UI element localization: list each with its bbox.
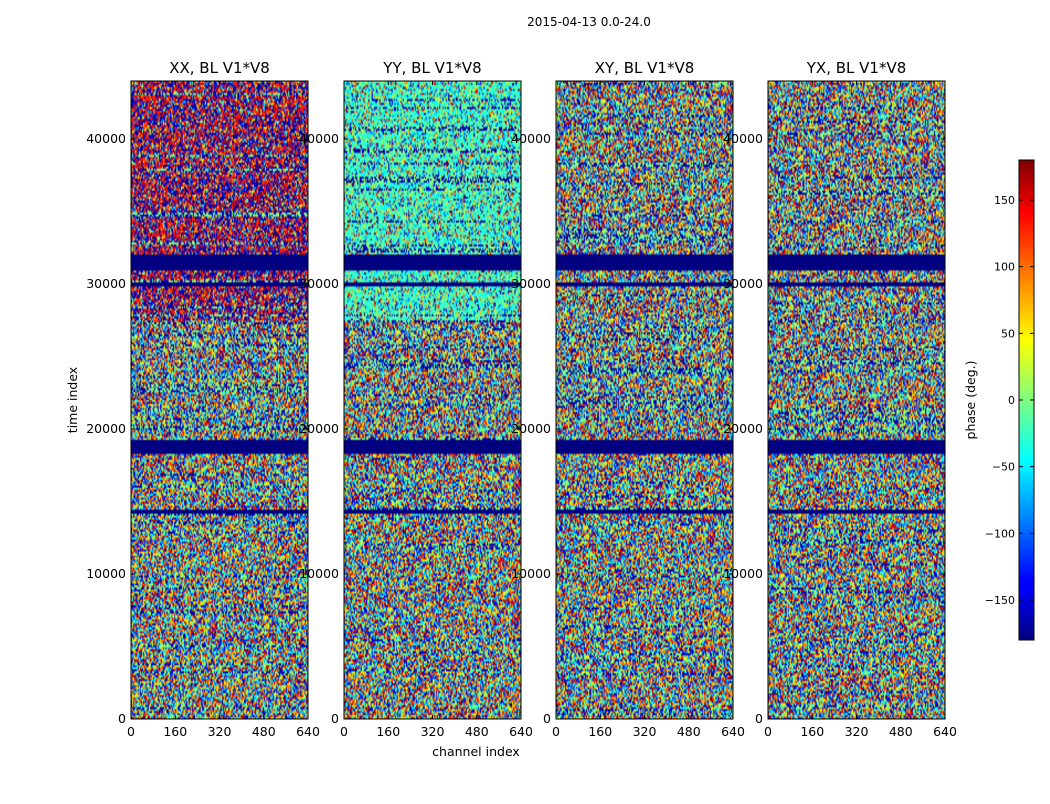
y-tick-label: 0 [755,711,763,726]
heatmap-image [556,81,733,719]
x-tick-label: 0 [340,724,348,739]
colorbar-tick-label: 150 [994,194,1015,207]
y-tick-label: 20000 [86,421,126,436]
panel-title: XX, BL V1*V8 [169,59,270,77]
x-tick-label: 640 [933,724,957,739]
colorbar-tick-label: 0 [1008,394,1015,407]
y-tick-label: 30000 [723,276,763,291]
panel-1: XX, BL V1*V8 0 160 320 480 640 0 10000 20000 3000… [86,59,320,739]
y-tick-label: 30000 [86,276,126,291]
colorbar-label: phase (deg.) [963,361,978,440]
y-tick-label: 0 [118,711,126,726]
x-tick-label: 320 [845,724,869,739]
y-tick-label: 10000 [299,566,339,581]
x-tick-label: 160 [800,724,824,739]
x-tick-label: 480 [677,724,701,739]
x-tick-label: 160 [588,724,612,739]
y-tick-label: 20000 [511,421,551,436]
x-tick-label: 480 [889,724,913,739]
colorbar-tick-label: 50 [1001,327,1015,340]
y-tick-label: 40000 [86,131,126,146]
y-tick-label: 30000 [299,276,339,291]
x-tick-label: 320 [208,724,232,739]
x-tick-label: 160 [163,724,187,739]
y-tick-label: 10000 [723,566,763,581]
x-axis-label: channel index [432,744,520,759]
x-tick-label: 0 [127,724,135,739]
y-tick-label: 20000 [723,421,763,436]
x-tick-label: 320 [633,724,657,739]
y-tick-label: 30000 [511,276,551,291]
colorbar: −150 −100 −50 0 50 100 150 phase (deg.) [963,159,1035,641]
x-tick-label: 640 [721,724,745,739]
y-tick-label: 10000 [511,566,551,581]
colorbar-ticks: −150 −100 −50 0 50 100 150 [985,194,1034,607]
panel-4: YX, BL V1*V8 0 160 320 480 640 0 10000 20000 3000… [723,59,957,739]
y-tick-label: 20000 [299,421,339,436]
x-tick-label: 480 [252,724,276,739]
panel-title: YY, BL V1*V8 [382,59,481,77]
y-tick-label: 0 [331,711,339,726]
panel-3: XY, BL V1*V8 0 160 320 480 640 0 10000 20000 3000… [511,59,745,739]
y-axis-label: time index [65,367,80,433]
figure-title: 2015-04-13 0.0-24.0 [527,15,651,29]
colorbar-tick-label: 100 [994,261,1015,274]
heatmap-image [768,81,945,719]
panel-2: YY, BL V1*V8 0 160 320 480 640 0 10000 20000 3000… [299,59,533,739]
x-tick-label: 160 [376,724,400,739]
colorbar-tick-label: −150 [985,594,1015,607]
y-tick-label: 0 [543,711,551,726]
y-tick-label: 10000 [86,566,126,581]
panels: XX, BL V1*V8 0 160 320 480 640 0 10000 20000 3000… [86,59,957,739]
colorbar-tick-label: −100 [985,527,1015,540]
colorbar-tick-label: −50 [992,461,1015,474]
panel-title: YX, BL V1*V8 [806,59,907,77]
y-tick-label: 40000 [299,131,339,146]
x-tick-label: 480 [465,724,489,739]
x-tick-label: 640 [296,724,320,739]
x-tick-label: 0 [764,724,772,739]
y-tick-label: 40000 [511,131,551,146]
heatmap-image [131,81,308,719]
x-tick-label: 640 [509,724,533,739]
panel-title: XY, BL V1*V8 [595,59,695,77]
heatmap-image [344,81,521,719]
x-tick-label: 320 [421,724,445,739]
y-tick-label: 40000 [723,131,763,146]
x-tick-label: 0 [552,724,560,739]
